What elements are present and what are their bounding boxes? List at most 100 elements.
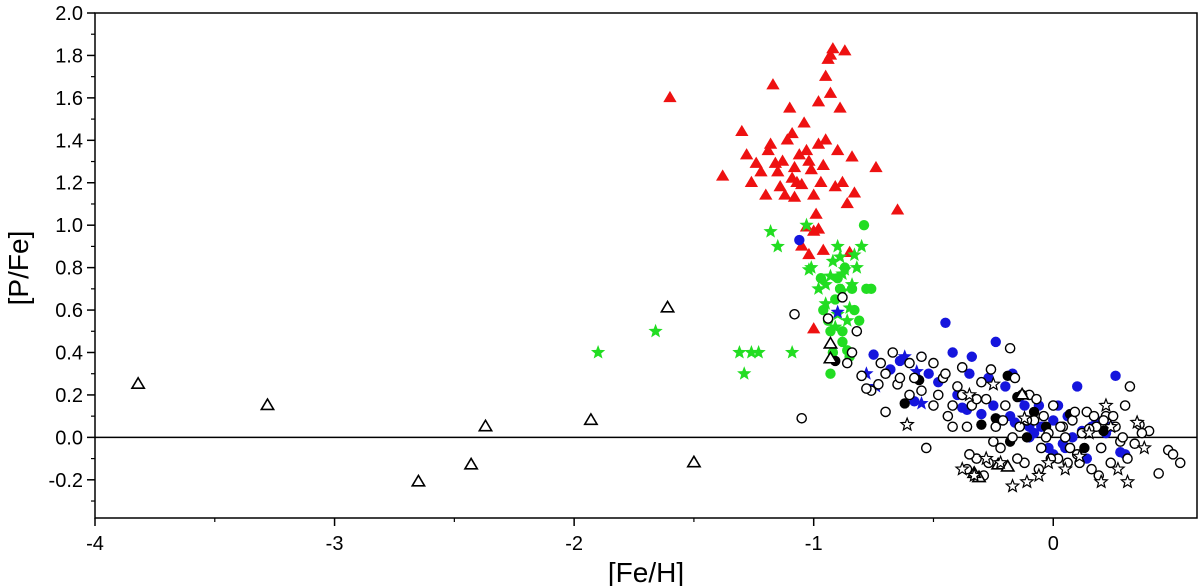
data-point — [846, 283, 858, 295]
data-point — [799, 143, 814, 156]
data-point — [463, 456, 479, 470]
data-point — [797, 116, 811, 128]
y-tick-label: 0.8 — [55, 258, 83, 280]
data-point — [1167, 449, 1179, 460]
data-point — [964, 368, 975, 379]
data-point — [1136, 427, 1148, 439]
data-point — [832, 249, 848, 264]
data-point — [961, 386, 978, 402]
data-point — [818, 304, 829, 316]
data-point — [954, 461, 970, 476]
series-8-star-open — [899, 376, 1153, 493]
data-point — [916, 385, 927, 396]
data-point — [849, 304, 860, 316]
data-point — [838, 44, 852, 56]
data-point — [1000, 381, 1011, 392]
data-point — [1124, 381, 1136, 392]
data-point — [771, 165, 785, 177]
data-point — [997, 415, 1009, 426]
data-point — [1079, 442, 1090, 454]
y-tick-label: 1.0 — [55, 215, 83, 237]
data-point — [1067, 415, 1078, 426]
data-point — [795, 239, 809, 251]
data-point — [130, 376, 146, 390]
data-point — [815, 273, 827, 284]
data-point — [942, 410, 954, 422]
x-tick-label: 0 — [1048, 533, 1059, 555]
data-point — [1055, 421, 1066, 433]
data-point — [686, 454, 702, 468]
data-point — [792, 148, 806, 160]
data-point — [1000, 400, 1011, 411]
data-point — [847, 247, 862, 261]
data-point — [809, 207, 823, 219]
data-point — [811, 137, 826, 149]
data-point — [961, 421, 973, 433]
data-point — [1086, 463, 1097, 475]
data-point — [830, 238, 845, 253]
data-point — [1047, 400, 1059, 411]
data-point — [1040, 454, 1057, 470]
data-point — [1119, 400, 1131, 411]
data-point — [1031, 467, 1047, 483]
data-point — [1021, 432, 1033, 443]
data-point — [923, 368, 934, 379]
data-point — [716, 169, 730, 181]
data-point — [861, 383, 872, 394]
data-point — [763, 224, 778, 238]
data-point — [869, 160, 883, 173]
y-tick-label: 0.2 — [55, 385, 83, 407]
data-point — [1009, 372, 1021, 384]
data-point — [659, 299, 676, 313]
y-tick-label: 1.2 — [55, 173, 83, 195]
data-point — [1107, 410, 1119, 422]
data-point — [802, 247, 816, 260]
data-point — [835, 175, 850, 187]
data-point — [988, 436, 999, 447]
data-point — [858, 219, 870, 231]
data-point — [847, 186, 862, 198]
y-tick-label: -0.2 — [49, 470, 83, 492]
data-point — [909, 372, 920, 384]
data-point — [1071, 448, 1088, 464]
data-point — [1014, 421, 1026, 433]
data-point — [830, 304, 845, 319]
axis-ticks: -4 -3 -2 -1 0 -0.2 0.0 0.2 0.4 0.6 0.8 1.0 1.2 1.4 1.6… — [49, 3, 1059, 555]
data-point — [837, 292, 848, 303]
data-point — [1007, 432, 1018, 443]
data-point — [737, 366, 752, 380]
data-point — [663, 90, 677, 103]
data-point — [916, 351, 927, 363]
data-point — [854, 238, 869, 253]
x-tick-label: -1 — [805, 533, 823, 555]
data-point — [988, 400, 999, 411]
y-tick-label: 1.6 — [55, 88, 83, 110]
data-point — [992, 454, 1009, 470]
data-point — [816, 243, 830, 255]
data-point — [831, 143, 845, 156]
data-point — [590, 345, 606, 359]
data-point — [846, 347, 858, 358]
data-point — [811, 95, 826, 107]
data-point — [751, 345, 766, 359]
data-point — [899, 416, 915, 432]
data-point — [840, 313, 855, 327]
data-point — [744, 345, 759, 359]
data-point — [1110, 461, 1126, 476]
data-point — [825, 253, 840, 268]
data-point — [822, 335, 839, 349]
data-point — [799, 217, 814, 232]
data-point — [1064, 442, 1076, 454]
data-point — [807, 224, 821, 236]
data-point — [839, 262, 851, 273]
data-point — [814, 175, 828, 187]
x-tick-label: -3 — [326, 533, 344, 555]
x-tick-label: -2 — [565, 533, 583, 555]
data-point — [841, 357, 853, 369]
data-point — [749, 156, 763, 168]
data-point — [978, 450, 994, 466]
data-point — [956, 362, 968, 373]
data-point — [887, 347, 899, 358]
data-point — [1102, 418, 1119, 434]
